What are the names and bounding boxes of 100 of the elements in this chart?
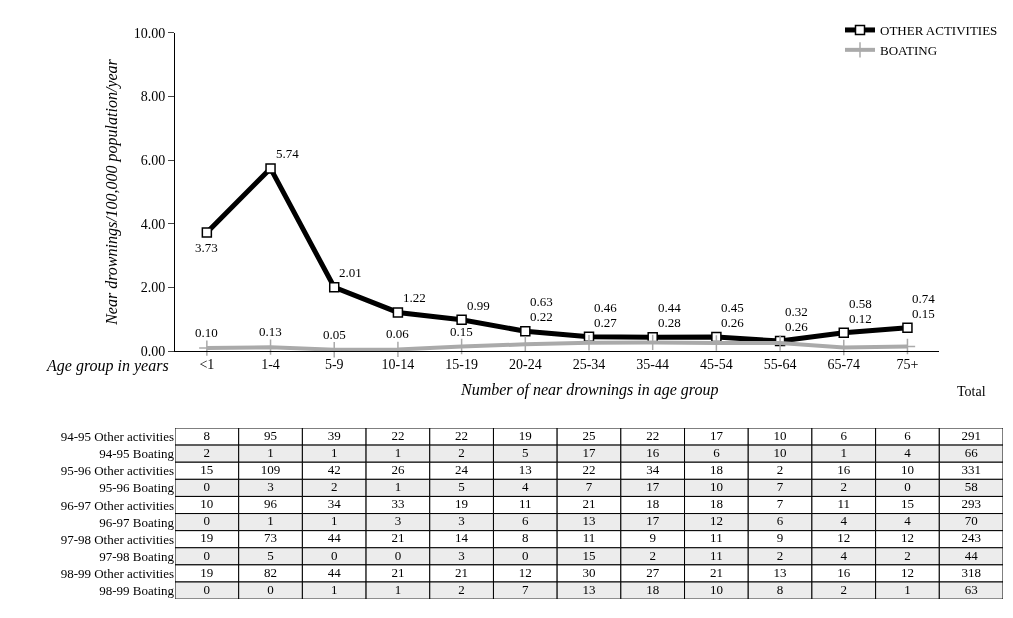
x-axis-title: Age group in years — [46, 357, 169, 375]
data-label: 3 — [458, 513, 465, 529]
data-label: 4 — [904, 513, 912, 529]
data-label: 0.58 — [849, 296, 872, 311]
x-tick-label: 10-14 — [381, 357, 415, 373]
data-label: 16 — [837, 564, 851, 580]
legend-label: BOATING — [880, 42, 938, 58]
data-label: 96 — [264, 496, 278, 512]
data-label: 6 — [522, 513, 530, 529]
legend-label: OTHER ACTIVITIES — [880, 23, 998, 39]
data-label: 3.73 — [195, 240, 218, 255]
data-label: 33 — [391, 496, 405, 512]
data-label: 0.26 — [721, 315, 745, 330]
data-label: 0.26 — [785, 319, 809, 334]
data-label: 3 — [458, 547, 465, 563]
data-label: 58 — [964, 479, 978, 495]
data-label: 21 — [455, 564, 469, 580]
y-tick-label: 95-96 Boating — [99, 480, 175, 496]
data-label: 0.45 — [721, 300, 744, 315]
data-label: 12 — [900, 564, 914, 580]
data-label: 0.15 — [450, 324, 473, 339]
data-label: 12 — [900, 530, 914, 546]
x-tick-label: <1 — [199, 357, 215, 373]
data-label: 0.13 — [259, 324, 282, 339]
data-label: 5 — [458, 479, 465, 495]
y-tick-label: 96-97 Boating — [99, 514, 175, 530]
data-label: 1 — [330, 513, 338, 529]
data-label: 44 — [327, 530, 342, 546]
data-label: 12 — [837, 530, 851, 546]
data-label: 14 — [455, 530, 469, 546]
data-label: 10 — [709, 479, 723, 495]
data-label: 25 — [582, 427, 596, 443]
data-label: 2 — [840, 581, 848, 597]
y-tick-label: 97-98 Other activities — [60, 531, 174, 547]
data-label: 0 — [267, 581, 274, 597]
data-label: 39 — [327, 427, 341, 443]
data-label: 6 — [713, 444, 721, 460]
data-label: 8 — [203, 427, 211, 443]
data-label: 17 — [646, 513, 660, 529]
data-label: 1 — [267, 444, 274, 460]
data-label: 0.22 — [530, 309, 553, 324]
y-tick-label: 6.00 — [140, 153, 166, 169]
data-label: 22 — [391, 427, 405, 443]
data-label: 3 — [394, 513, 402, 529]
y-tick-label: 94-95 Other activities — [60, 429, 174, 445]
data-label: 243 — [961, 530, 981, 546]
data-label: 0.05 — [323, 327, 346, 342]
y-tick-label: 98-99 Boating — [99, 583, 175, 599]
data-label: 13 — [582, 513, 596, 529]
data-label: 1 — [840, 444, 848, 460]
data-label: 10 — [709, 581, 723, 597]
data-label: 0.15 — [912, 306, 935, 321]
data-label: 11 — [519, 496, 532, 512]
data-label: 26 — [391, 462, 405, 478]
x-tick-label: 15-19 — [445, 357, 478, 373]
data-label: 22 — [582, 462, 596, 478]
data-label: 17 — [646, 479, 660, 495]
data-label: 11 — [710, 547, 723, 563]
data-label: 2 — [840, 479, 848, 495]
data-label: 2 — [649, 547, 656, 563]
data-label: 7 — [585, 479, 593, 495]
data-label: 21 — [391, 530, 405, 546]
data-label: 2 — [203, 444, 211, 460]
data-label: 7 — [776, 496, 784, 512]
data-label: 109 — [260, 462, 281, 478]
data-label: 10 — [773, 444, 787, 460]
data-label: 70 — [964, 513, 978, 529]
data-label: 63 — [964, 581, 978, 597]
data-label: 1 — [330, 444, 338, 460]
data-label: 2 — [776, 547, 784, 563]
chart-title: Number of near drownings in age group — [460, 381, 719, 399]
data-label: 82 — [264, 564, 278, 580]
data-label: 7 — [776, 479, 784, 495]
x-tick-label: 25-34 — [572, 357, 606, 373]
data-label: 9 — [649, 530, 656, 546]
x-tick-label: 5-9 — [324, 357, 344, 373]
data-label: 19 — [518, 427, 532, 443]
data-label: 0 — [203, 479, 211, 495]
data-label: 0.74 — [912, 291, 936, 306]
y-tick-label: 96-97 Other activities — [60, 497, 174, 513]
y-tick-label: 0.00 — [140, 344, 166, 360]
data-label: 0.12 — [849, 311, 872, 326]
data-label: 18 — [709, 496, 723, 512]
data-label: 13 — [518, 462, 532, 478]
x-tick-label: 1-4 — [261, 357, 280, 373]
data-label: 24 — [455, 462, 469, 478]
data-label: 8 — [522, 530, 529, 546]
data-label: 18 — [646, 581, 660, 597]
data-label: 15 — [900, 496, 914, 512]
x-tick-label: 20-24 — [508, 357, 542, 373]
y-tick-label: 98-99 Other activities — [60, 565, 174, 581]
data-label: 0.28 — [658, 315, 681, 330]
data-label: 21 — [582, 496, 596, 512]
data-label: 291 — [961, 427, 981, 443]
data-label: 0.46 — [594, 300, 618, 315]
data-label: 5 — [522, 444, 529, 460]
data-label: 1 — [394, 444, 402, 460]
y-tick-label: 97-98 Boating — [99, 548, 175, 564]
data-label: 0.27 — [594, 315, 618, 330]
data-label: 0.63 — [530, 294, 553, 309]
